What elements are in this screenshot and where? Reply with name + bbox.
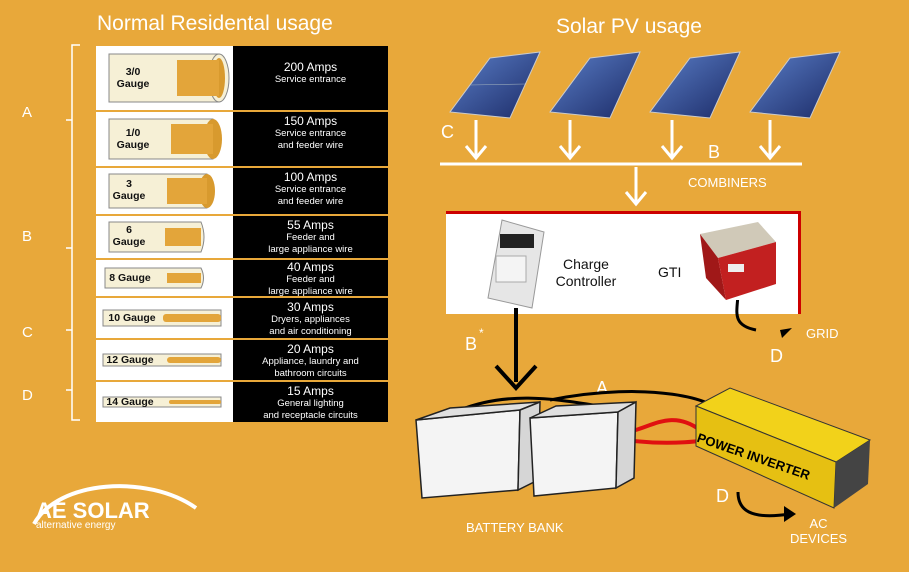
amps-value: 15 Amps <box>287 384 334 398</box>
charge-controller-label: Charge Controller <box>555 256 617 289</box>
amps-desc: Dryers, appliances <box>271 314 350 325</box>
wire-10-icon <box>102 309 222 327</box>
letter-b-star: B <box>465 334 478 354</box>
gauge-label: 6 Gauge <box>112 224 146 248</box>
table-row: 3 Gauge 100 Amps Service entrance and fe… <box>96 168 388 214</box>
gauge-label: 3/0 Gauge <box>116 66 150 90</box>
solar-array <box>440 51 841 207</box>
wire-1-0-icon <box>108 118 222 160</box>
amps-desc: and receptacle circuits <box>263 410 358 421</box>
table-row: 10 Gauge 30 Amps Dryers, appliances and … <box>96 298 388 338</box>
amps-desc: Appliance, laundry and <box>262 356 359 367</box>
logo-tagline: alternative energy <box>36 520 116 531</box>
amps-value: 150 Amps <box>283 114 338 128</box>
wire-3-icon <box>108 173 215 209</box>
amps-value: 55 Amps <box>287 218 334 232</box>
gauge-label: 12 Gauge <box>106 354 154 366</box>
amps-desc: General lighting <box>277 398 344 409</box>
battery-bank-label: BATTERY BANK <box>466 520 564 535</box>
logo-brand: AE SOLAR <box>36 498 150 523</box>
gauge-label: 14 Gauge <box>106 396 154 408</box>
gti-label: GTI <box>658 264 682 280</box>
charge-controller-icon <box>487 219 545 309</box>
amps-desc: Feeder and <box>286 274 335 285</box>
solar-panel-icon <box>649 51 741 119</box>
power-inverter-icon <box>694 387 872 509</box>
amps-desc: Service entrance <box>274 74 347 85</box>
amps-value: 200 Amps <box>283 60 338 74</box>
gauge-label: 3 Gauge <box>112 178 146 202</box>
table-row: 12 Gauge 20 Amps Appliance, laundry and … <box>96 340 388 380</box>
grid-label: GRID <box>806 326 839 341</box>
battery-icon <box>415 400 541 499</box>
ac-arrow <box>736 491 796 522</box>
asterisk-mark: * <box>479 326 484 340</box>
amps-value: 40 Amps <box>287 260 334 274</box>
amps-value: 20 Amps <box>287 342 334 356</box>
amps-desc: and feeder wire <box>277 140 344 151</box>
gauge-label: 8 Gauge <box>109 272 151 284</box>
table-row: 3/0 Gauge 200 Amps Service entrance <box>96 46 388 110</box>
amps-value: 30 Amps <box>287 300 334 314</box>
letter-c: C <box>441 122 454 142</box>
table-row: 14 Gauge 15 Amps General lighting and re… <box>96 382 388 422</box>
side-letter-d: D <box>22 387 33 404</box>
letter-d-ac: D <box>716 486 729 506</box>
table-row: 6 Gauge 55 Amps Feeder and large applian… <box>96 216 388 258</box>
letter-b: B <box>708 142 721 162</box>
battery-and-inverter <box>415 387 872 509</box>
solar-panel-icon <box>549 51 641 119</box>
left-title: Normal Residental usage <box>97 12 333 35</box>
amps-desc: Service entrance <box>274 128 347 139</box>
wire-8-icon <box>104 267 204 289</box>
wire-3-0-icon <box>108 53 230 103</box>
letter-d-grid: D <box>770 346 783 366</box>
battery-icon <box>529 400 637 497</box>
amps-desc: and air conditioning <box>269 326 352 337</box>
logo-arc-icon <box>32 484 198 525</box>
table-row: 8 Gauge 40 Amps Feeder and large applian… <box>96 260 388 297</box>
table-row: 1/0 Gauge 150 Amps Service entrance and … <box>96 112 388 166</box>
wire-12-icon <box>102 353 222 367</box>
amps-desc: Service entrance <box>274 184 347 195</box>
wire-6-icon <box>108 221 205 253</box>
right-title: Solar PV usage <box>556 15 702 38</box>
gauge-label: 1/0 Gauge <box>116 127 150 151</box>
side-letter-c: C <box>22 324 33 341</box>
gti-icon <box>700 222 776 300</box>
side-letter-b: B <box>22 228 33 245</box>
ac-devices-label: AC DEVICES <box>790 516 848 546</box>
amps-desc: large appliance wire <box>268 244 353 255</box>
combiners-label: COMBINERS <box>688 175 767 190</box>
side-letter-a: A <box>22 104 33 121</box>
amps-desc: Feeder and <box>286 232 335 243</box>
controller-box: Charge Controller GTI <box>446 211 801 314</box>
amps-desc: bathroom circuits <box>274 368 347 379</box>
amps-desc: large appliance wire <box>268 286 353 297</box>
solar-panel-icon <box>749 51 841 119</box>
gauge-label: 10 Gauge <box>108 312 156 324</box>
connection-wires <box>494 300 792 391</box>
wire-14-icon <box>102 396 222 408</box>
amps-desc: and feeder wire <box>277 196 344 207</box>
solar-panel-icon <box>449 51 541 119</box>
amps-value: 100 Amps <box>283 170 338 184</box>
side-bracket <box>66 44 80 421</box>
